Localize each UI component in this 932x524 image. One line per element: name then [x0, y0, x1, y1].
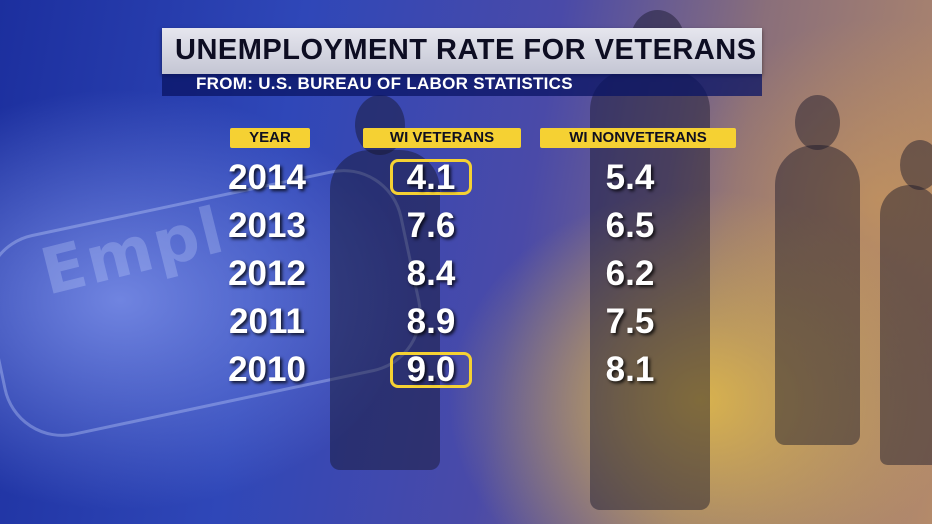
highlight-box-2010-veterans: [390, 352, 472, 388]
table-cell-wi-veterans: 4.1: [406, 158, 456, 197]
silhouette-head: [795, 95, 840, 150]
table-cell-year: 2013: [228, 206, 306, 245]
silhouette-person: [880, 185, 932, 465]
column-header-year: YEAR: [230, 128, 310, 148]
table-cell-wi-veterans: 8.4: [406, 254, 456, 293]
table-cell-year: 2014: [228, 158, 306, 197]
table-cell-wi-nonveterans: 7.5: [605, 302, 655, 341]
silhouette-person: [330, 150, 440, 470]
title-banner: [162, 28, 762, 74]
subtitle-bar: [162, 74, 762, 96]
table-cell-wi-nonveterans: 6.2: [605, 254, 655, 293]
table-cell-year: 2012: [228, 254, 306, 293]
silhouette-head: [900, 140, 932, 190]
chart-title: UNEMPLOYMENT RATE FOR VETERANS: [175, 34, 757, 66]
table-cell-year: 2010: [228, 350, 306, 389]
silhouette-person: [775, 145, 860, 445]
column-header-wi-nonveterans: WI NONVETERANS: [540, 128, 736, 148]
table-cell-wi-veterans: 8.9: [406, 302, 456, 341]
table-cell-wi-nonveterans: 5.4: [605, 158, 655, 197]
chart-subtitle: FROM: U.S. BUREAU OF LABOR STATISTICS: [196, 74, 573, 93]
table-cell-wi-nonveterans: 6.5: [605, 206, 655, 245]
table-cell-year: 2011: [229, 302, 305, 341]
table-cell-wi-veterans: 9.0: [406, 350, 456, 389]
column-header-wi-veterans: WI VETERANS: [363, 128, 521, 148]
highlight-box-2014-veterans: [390, 159, 472, 195]
table-cell-wi-nonveterans: 8.1: [605, 350, 655, 389]
table-cell-wi-veterans: 7.6: [406, 206, 456, 245]
